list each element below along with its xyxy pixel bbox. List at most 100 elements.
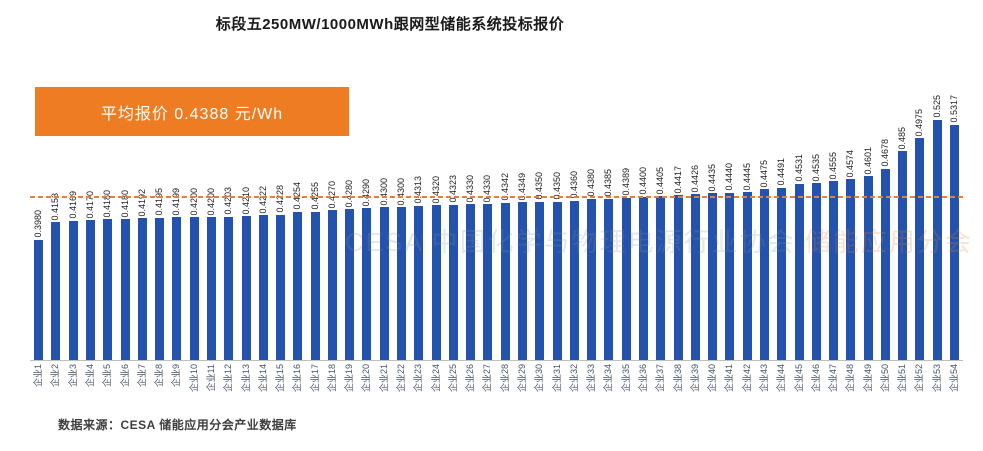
- bar-value-label: 0.4475: [758, 159, 769, 188]
- bar-value-label: 0.4222: [257, 185, 268, 214]
- bar: [51, 222, 61, 360]
- bar-column: 0.4290: [358, 95, 375, 360]
- x-axis-label-cell: 企业2: [47, 364, 64, 416]
- bar-value-label: 0.4195: [154, 188, 165, 216]
- x-axis-label-cell: 企业53: [929, 364, 946, 416]
- x-axis-label-cell: 企业48: [842, 364, 859, 416]
- x-axis-label-cell: 企业13: [237, 364, 254, 416]
- bar: [811, 183, 821, 360]
- bar-column: 0.4350: [531, 95, 548, 360]
- x-axis-label: 企业20: [361, 364, 372, 393]
- bar-value-label: 0.5317: [949, 95, 960, 123]
- x-axis-label: 企业48: [845, 364, 856, 393]
- x-axis-label: 企业43: [758, 364, 769, 393]
- bar-value-label: 0.4300: [378, 177, 389, 206]
- x-axis-label: 企业50: [879, 364, 890, 393]
- bar: [673, 195, 683, 360]
- bar-value-label: 0.4531: [793, 154, 804, 182]
- data-source: 数据来源：CESA 储能应用分会产业数据库: [58, 418, 297, 432]
- x-axis-label-cell: 企业35: [618, 364, 635, 416]
- bar-value-label: 0.4290: [361, 178, 372, 207]
- bar-column: 0.4405: [652, 95, 669, 360]
- x-axis-label: 企业12: [223, 364, 234, 393]
- x-axis-label-cell: 企业26: [462, 364, 479, 416]
- bar-value-label: 0.4445: [741, 162, 752, 191]
- x-axis-label: 企业46: [810, 364, 821, 393]
- x-axis-label-cell: 企业37: [652, 364, 669, 416]
- x-axis-label-cell: 企业15: [272, 364, 289, 416]
- x-axis-label-cell: 企业45: [790, 364, 807, 416]
- bar: [293, 211, 303, 360]
- bar-value-label: 0.4385: [603, 168, 614, 197]
- x-axis-label: 企业44: [776, 364, 787, 393]
- bar-column: 0.485: [894, 95, 911, 360]
- bar-column: 0.4360: [566, 95, 583, 360]
- bar-column: 0.4445: [739, 95, 756, 360]
- bar-value-label: 0.4389: [620, 168, 631, 196]
- average-line: [30, 196, 963, 199]
- x-axis-label-cell: 企业12: [220, 364, 237, 416]
- plot-area: 0.3980 0.4153 0.4169 0.4170 0.4180 0.4180 0.41…: [30, 95, 963, 361]
- bar-column: 0.4323: [445, 95, 462, 360]
- bar: [863, 176, 873, 360]
- bar: [552, 202, 562, 360]
- bar-column: 0.4601: [860, 95, 877, 360]
- bar-column: 0.4574: [842, 95, 859, 360]
- x-axis-label: 企业11: [205, 364, 216, 392]
- x-axis-label: 企业24: [430, 364, 441, 393]
- x-axis-label-cell: 企业39: [687, 364, 704, 416]
- bar: [898, 151, 908, 360]
- x-axis-label: 企业54: [949, 364, 960, 393]
- bar-column: 0.4300: [393, 95, 410, 360]
- bar-column: 0.4975: [911, 95, 928, 360]
- x-axis-label-cell: 企业20: [358, 364, 375, 416]
- x-axis-label-cell: 企业17: [307, 364, 324, 416]
- x-axis-label-cell: 企业27: [479, 364, 496, 416]
- bar: [569, 201, 579, 360]
- bar-value-label: 0.4400: [637, 167, 648, 195]
- bar-column: 0.4200: [203, 95, 220, 360]
- x-axis-label: 企业29: [517, 364, 528, 393]
- bar: [950, 124, 960, 360]
- bar-value-label: 0.4405: [655, 166, 666, 195]
- x-axis-label-cell: 企业14: [255, 364, 272, 416]
- x-axis-label-cell: 企业44: [773, 364, 790, 416]
- bar-value-label: 0.4270: [326, 180, 337, 209]
- bar: [120, 219, 130, 360]
- bar-column: 0.4350: [548, 95, 565, 360]
- bar-column: 0.4491: [773, 95, 790, 360]
- bar-column: 0.4389: [618, 95, 635, 360]
- bar: [759, 189, 769, 360]
- x-axis-label: 企业30: [534, 364, 545, 393]
- average-banner: 平均报价 0.4388 元/Wh: [35, 87, 349, 136]
- x-axis-label: 企业52: [914, 364, 925, 393]
- bar-column: 0.4199: [168, 95, 185, 360]
- x-axis-label-cell: 企业52: [911, 364, 928, 416]
- bar-column: 0.4255: [307, 95, 324, 360]
- x-axis-label-cell: 企业33: [583, 364, 600, 416]
- bar: [206, 217, 216, 360]
- bar: [932, 119, 942, 360]
- bar-value-label: 0.4417: [672, 165, 683, 194]
- bar-value-label: 0.4280: [344, 179, 355, 208]
- bar: [518, 202, 528, 360]
- bar-column: 0.4270: [324, 95, 341, 360]
- x-axis-label-cell: 企业29: [514, 364, 531, 416]
- x-axis-label-cell: 企业6: [116, 364, 133, 416]
- x-axis-label: 企业49: [862, 364, 873, 393]
- bar: [34, 239, 44, 360]
- bar: [137, 218, 147, 360]
- bar-value-label: 0.3980: [33, 210, 44, 238]
- bar-value-label: 0.4210: [240, 186, 251, 215]
- bar-value-label: 0.4435: [707, 163, 718, 192]
- bar: [189, 217, 199, 360]
- x-axis-label: 企业42: [741, 364, 752, 393]
- bar-column: 0.4320: [427, 95, 444, 360]
- x-axis-label-cell: 企业50: [877, 364, 894, 416]
- bar-column: 0.4280: [341, 95, 358, 360]
- x-axis-label-cell: 企业18: [324, 364, 341, 416]
- bar: [85, 220, 95, 360]
- bar-value-label: 0.4300: [396, 177, 407, 206]
- x-axis-label: 企业17: [309, 364, 320, 393]
- bar-column: 0.4555: [825, 95, 842, 360]
